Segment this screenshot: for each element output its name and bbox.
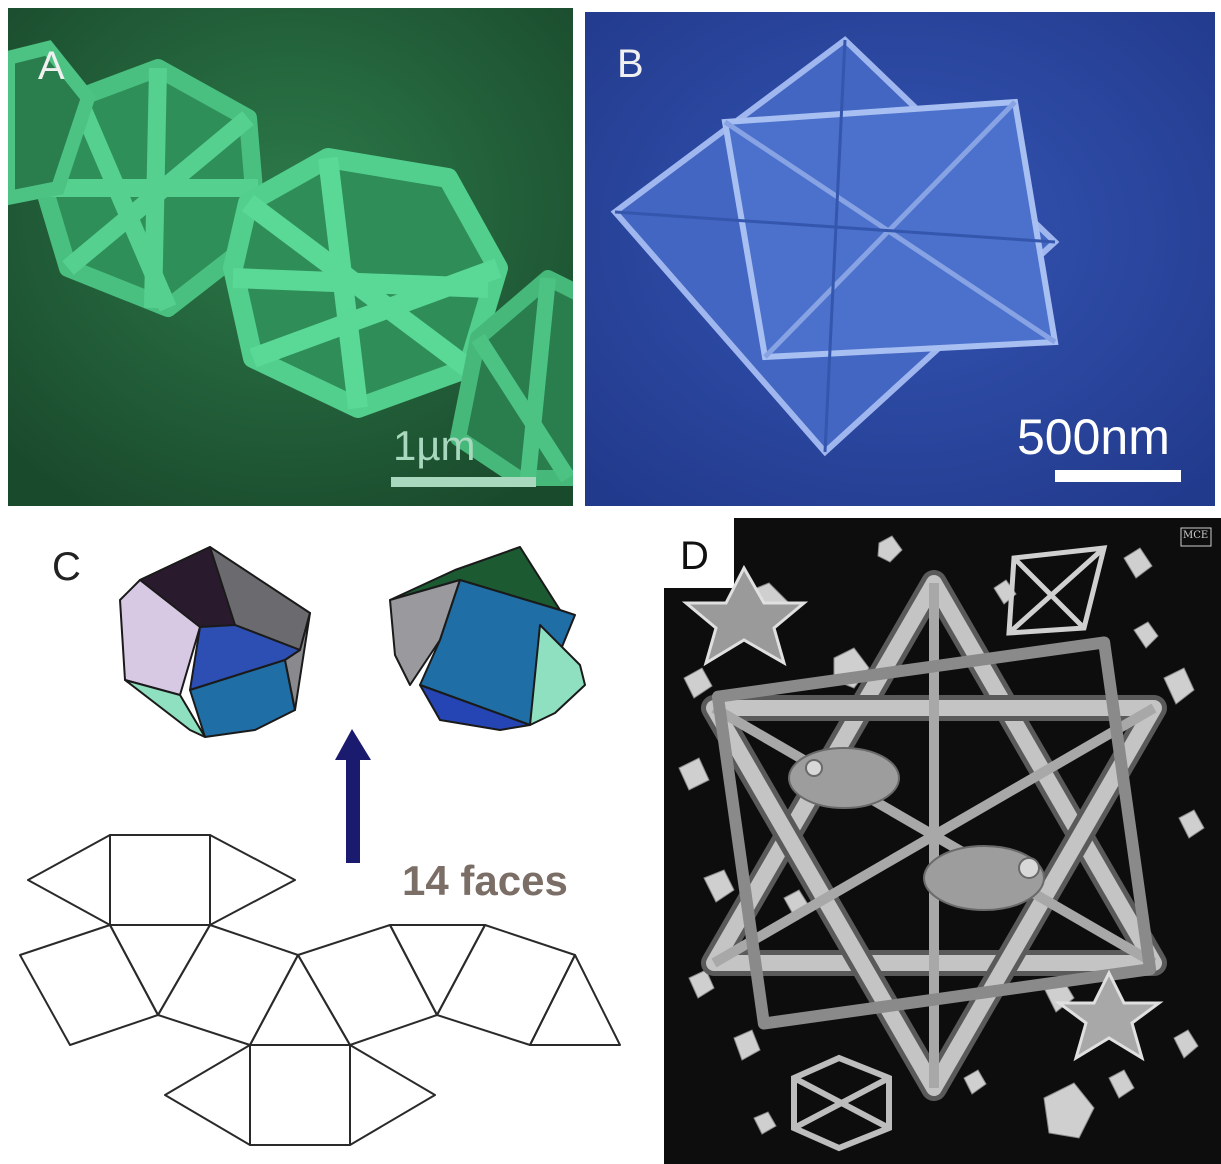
panel-label-c: C xyxy=(52,545,81,589)
small-star-polyhedron xyxy=(681,564,809,667)
panel-c-diagram: C 14 faces xyxy=(0,515,660,1164)
panel-label-d: D xyxy=(680,534,709,578)
artist-monogram xyxy=(1180,527,1212,547)
faces-caption: 14 faces xyxy=(402,857,568,904)
polyhedron-net xyxy=(19,834,621,1146)
polyhedron-right xyxy=(389,546,586,731)
monogram-text: MCE xyxy=(1183,530,1209,541)
arrow-up-icon xyxy=(335,729,371,863)
green-crystal-chain-image xyxy=(8,8,573,506)
scale-bar-b xyxy=(1055,470,1181,482)
octahedron-crystal xyxy=(610,36,1060,457)
polyhedron-left xyxy=(119,546,311,738)
scale-bar-a xyxy=(391,477,536,487)
scale-text-a: 1µm xyxy=(393,422,476,469)
escher-stars-artwork xyxy=(664,518,1221,1164)
panel-label-a: A xyxy=(38,44,65,88)
blue-octahedron-image xyxy=(585,12,1215,506)
small-framework-polyhedron xyxy=(1006,545,1108,636)
hollow-crystal-3 xyxy=(450,270,573,486)
chameleon-figures xyxy=(788,747,1045,911)
lower-right-star-polyhedron xyxy=(1054,969,1164,1062)
lower-framework-polyhedron xyxy=(791,1054,892,1152)
scale-text-b: 500nm xyxy=(1017,409,1170,465)
hollow-crystal-2 xyxy=(223,148,508,418)
cuboctahedron-diagram xyxy=(19,546,621,1146)
panel-b-sem-image: B 500nm xyxy=(585,12,1215,506)
panel-a-sem-image: A 1µm xyxy=(8,8,573,506)
hollow-crystal-0 xyxy=(8,40,96,206)
panel-label-b: B xyxy=(617,42,644,86)
panel-d-artwork: D MCE xyxy=(664,518,1221,1164)
